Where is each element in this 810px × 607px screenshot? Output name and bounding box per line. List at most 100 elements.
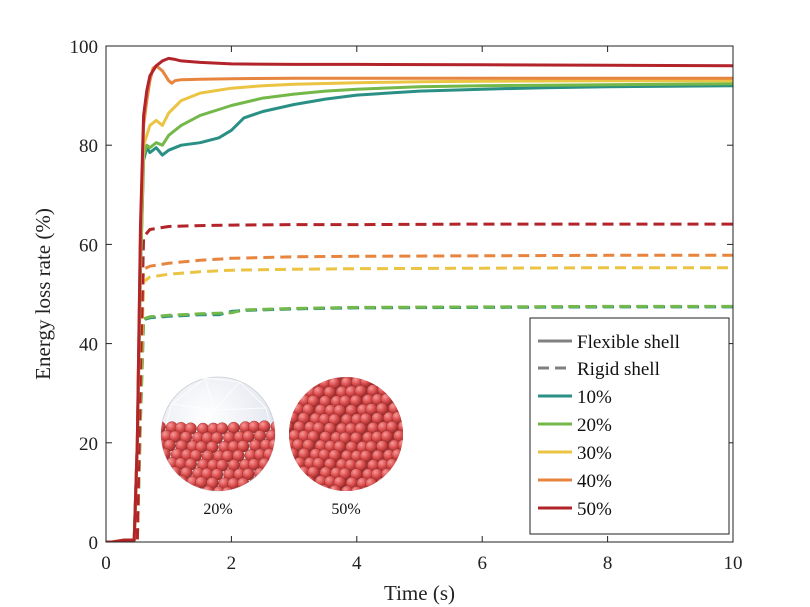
legend-label-20: 20% xyxy=(577,415,612,436)
series-layer xyxy=(106,56,733,542)
particle-sphere xyxy=(161,420,166,434)
particle-sphere xyxy=(404,393,416,405)
particle-sphere xyxy=(341,485,354,491)
particle-sphere xyxy=(359,486,372,491)
particle-sphere xyxy=(161,475,167,488)
particle-sphere xyxy=(328,484,341,491)
particle-sphere xyxy=(270,420,275,433)
particle-sphere xyxy=(392,393,403,406)
y-tick-label: 0 xyxy=(89,533,99,554)
particle-sphere xyxy=(161,466,173,479)
inset-20-label: 20% xyxy=(203,501,232,518)
particle-sphere xyxy=(274,429,275,442)
y-axis-label: Energy loss rate (%) xyxy=(31,208,55,380)
legend-label-30: 30% xyxy=(577,443,612,464)
particle-sphere xyxy=(274,466,275,479)
series-line-50-rigid xyxy=(106,222,733,542)
particle-sphere xyxy=(161,466,162,479)
x-tick-label: 8 xyxy=(603,553,613,574)
particle-sphere xyxy=(397,476,403,489)
particle-sphere xyxy=(265,466,275,480)
particle-sphere xyxy=(289,377,291,388)
particle-sphere xyxy=(309,484,322,491)
legend-label-flexible: Flexible shell xyxy=(577,332,680,353)
particle-sphere xyxy=(237,477,250,490)
particle-sphere xyxy=(388,477,401,490)
particle-sphere xyxy=(189,485,202,491)
legend-box xyxy=(529,317,730,535)
particle-sphere xyxy=(318,484,331,491)
legend-label-50: 50% xyxy=(577,499,612,520)
particle-sphere xyxy=(289,420,294,433)
particle-sphere xyxy=(397,402,403,415)
particle-sphere xyxy=(276,394,288,406)
particle-sphere xyxy=(221,486,234,491)
particle-sphere xyxy=(148,485,160,497)
x-tick-label: 2 xyxy=(227,553,237,574)
particle-sphere xyxy=(382,486,396,491)
particle-sphere xyxy=(365,477,378,490)
x-axis-label: Time (s) xyxy=(384,581,455,605)
legend-label-rigid: Rigid shell xyxy=(577,359,660,380)
particle-sphere xyxy=(161,429,162,442)
particle-sphere xyxy=(276,485,288,497)
particle-sphere xyxy=(253,486,266,491)
y-tick-label: 80 xyxy=(79,136,98,157)
particle-sphere xyxy=(276,430,288,442)
particle-sphere xyxy=(212,486,226,491)
particle-sphere xyxy=(201,485,215,491)
particle-sphere xyxy=(254,467,267,480)
inset-50-label: 50% xyxy=(331,501,360,518)
particle-sphere xyxy=(168,466,182,479)
particle-sphere xyxy=(392,377,403,388)
particle-sphere xyxy=(161,456,167,470)
x-tick-label: 0 xyxy=(101,553,111,574)
particle-sphere xyxy=(397,457,403,471)
particle-sphere xyxy=(298,484,311,491)
particle-sphere xyxy=(289,457,294,470)
plot-area-frame xyxy=(105,45,734,543)
particle-sphere xyxy=(171,484,184,491)
particle-sphere xyxy=(380,468,394,481)
particle-sphere xyxy=(289,448,290,461)
x-tick-label: 10 xyxy=(724,553,743,574)
particle-sphere xyxy=(302,475,315,488)
particle-sphere xyxy=(259,476,272,489)
particle-sphere xyxy=(163,475,176,488)
particle-sphere xyxy=(397,439,403,452)
particle-sphere xyxy=(402,448,403,461)
particle-sphere xyxy=(383,377,396,387)
particle-sphere xyxy=(397,420,403,433)
x-tick-label: 6 xyxy=(477,553,487,574)
particle-sphere xyxy=(404,467,416,479)
particle-sphere xyxy=(249,477,262,490)
particle-sphere xyxy=(376,477,389,490)
particle-sphere xyxy=(161,484,171,491)
particle-sphere xyxy=(291,475,305,488)
legend-label-10: 10% xyxy=(577,387,612,408)
particle-sphere xyxy=(401,377,403,388)
particle-sphere xyxy=(354,385,367,398)
particle-sphere xyxy=(289,475,296,488)
particle-sphere xyxy=(289,485,290,491)
particle-sphere xyxy=(289,466,301,479)
y-tick-label: 20 xyxy=(79,434,98,455)
particle-sphere xyxy=(297,377,310,389)
particle-sphere xyxy=(289,384,294,397)
particle-sphere xyxy=(402,411,403,424)
particle-sphere xyxy=(268,475,275,489)
particle-sphere xyxy=(350,486,363,491)
inset-layer: 20% 50% xyxy=(148,376,416,518)
y-tick-label: 40 xyxy=(79,335,98,356)
particle-sphere xyxy=(386,383,399,397)
x-tick-label: 4 xyxy=(352,553,362,574)
particle-sphere xyxy=(289,377,299,389)
series-line-50-flexible xyxy=(106,56,733,542)
y-tick-label: 60 xyxy=(79,235,98,256)
legend: Flexible shell Rigid shell 10% 20% 30% 4… xyxy=(529,317,730,535)
particle-sphere xyxy=(277,467,289,479)
particle-sphere xyxy=(289,484,299,491)
particle-sphere xyxy=(404,430,416,442)
